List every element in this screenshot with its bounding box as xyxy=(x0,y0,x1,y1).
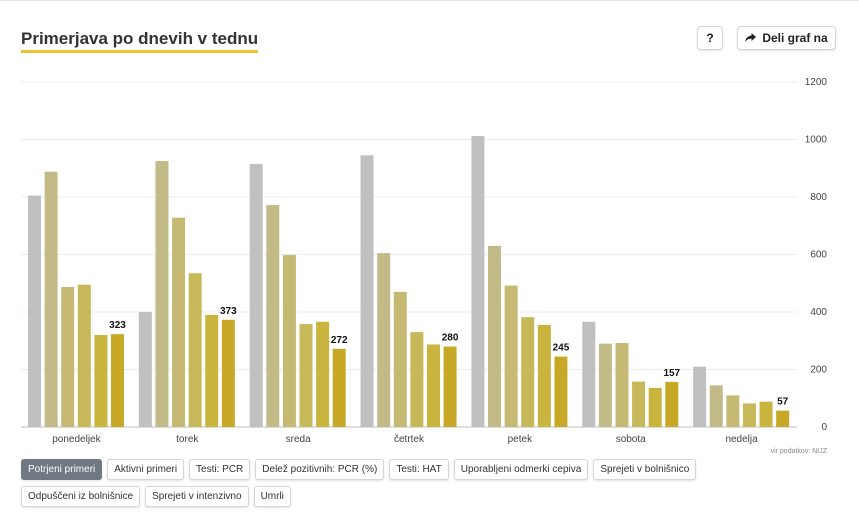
bar xyxy=(537,324,551,427)
category-label: torek xyxy=(176,434,199,445)
chart-x-axis: ponedeljek torek sreda četrtek petek sobota ne… xyxy=(52,434,758,445)
bar xyxy=(77,284,91,427)
y-tick-label: 800 xyxy=(810,192,827,203)
bar xyxy=(776,410,790,427)
tab-3[interactable]: Delež pozitivnih: PCR (%) xyxy=(255,459,385,480)
bar xyxy=(443,346,457,427)
bar xyxy=(759,401,773,427)
data-source-note: vir podatkov: NIJZ xyxy=(770,448,827,455)
tab-8[interactable]: Sprejeti v intenzivno xyxy=(145,486,249,507)
help-button-label: ? xyxy=(706,31,714,45)
chart-bars xyxy=(28,136,790,428)
bar xyxy=(28,195,41,427)
bar xyxy=(138,312,152,427)
bar xyxy=(61,286,75,427)
bar xyxy=(471,136,485,428)
bar xyxy=(221,319,235,427)
bar xyxy=(521,317,535,427)
metric-tabs: Potrjeni primeri Aktivni primeri Testi: PC… xyxy=(21,459,811,507)
bar xyxy=(615,343,629,427)
category-label: sobota xyxy=(616,434,646,445)
bar xyxy=(299,324,313,427)
tab-4[interactable]: Testi: HAT xyxy=(389,459,449,480)
bar xyxy=(598,343,612,427)
y-tick-label: 0 xyxy=(821,422,827,433)
category-label: nedelja xyxy=(725,434,758,445)
value-label: 272 xyxy=(331,335,348,346)
value-label: 245 xyxy=(553,343,570,354)
category-label: petek xyxy=(508,434,533,445)
value-label: 323 xyxy=(109,320,126,331)
bar xyxy=(554,356,568,427)
chart-title: Primerjava po dnevih v tednu xyxy=(21,29,259,53)
bar xyxy=(632,381,646,427)
chart-y-axis: 0 200 400 600 800 1000 1200 xyxy=(805,77,828,433)
bar xyxy=(94,335,108,427)
chart-grid xyxy=(21,81,797,428)
y-tick-label: 200 xyxy=(810,365,827,376)
bar xyxy=(377,253,391,427)
tab-7[interactable]: Odpuščeni iz bolnišnice xyxy=(21,486,141,507)
bar xyxy=(742,403,756,427)
help-button[interactable]: ? xyxy=(697,26,723,50)
category-label: sreda xyxy=(286,434,311,445)
bar xyxy=(393,291,407,427)
y-tick-label: 1200 xyxy=(805,77,828,88)
top-border xyxy=(0,0,859,1)
bar xyxy=(410,332,424,427)
bar xyxy=(266,205,280,427)
category-label: četrtek xyxy=(394,434,425,445)
bar xyxy=(205,314,219,427)
share-button-label: Deli graf na xyxy=(762,31,828,45)
share-arrow-icon xyxy=(745,33,757,43)
bar xyxy=(188,273,202,427)
bar-chart: 323 373 272 280 245 157 57 ponedeljek torek sred… xyxy=(21,77,828,445)
bar xyxy=(172,217,186,427)
bar xyxy=(332,348,346,427)
bar xyxy=(111,334,124,427)
value-label: 157 xyxy=(663,368,680,379)
bar xyxy=(44,171,58,427)
bar xyxy=(726,395,740,427)
value-label: 57 xyxy=(777,397,789,408)
y-tick-label: 600 xyxy=(810,250,827,261)
y-tick-label: 1000 xyxy=(805,135,828,146)
value-label: 280 xyxy=(442,333,459,344)
share-chart-button[interactable]: Deli graf na xyxy=(737,26,836,50)
bar xyxy=(360,155,374,427)
bar xyxy=(504,285,518,427)
chart-value-labels: 323 373 272 280 245 157 57 xyxy=(109,306,788,408)
tab-5[interactable]: Uporabljeni odmerki cepiva xyxy=(453,459,589,480)
bar xyxy=(693,366,707,427)
bar xyxy=(488,245,502,427)
bar xyxy=(709,385,723,427)
bar xyxy=(316,321,330,427)
bar xyxy=(648,387,662,427)
bar xyxy=(249,163,263,427)
tab-1[interactable]: Aktivni primeri xyxy=(107,459,185,480)
tab-2[interactable]: Testi: PCR xyxy=(189,459,251,480)
bar xyxy=(155,161,169,427)
category-label: ponedeljek xyxy=(52,434,101,445)
bar xyxy=(282,255,296,427)
bar xyxy=(665,381,679,427)
bar xyxy=(426,344,440,427)
tab-0[interactable]: Potrjeni primeri xyxy=(21,459,103,480)
y-tick-label: 400 xyxy=(810,307,827,318)
value-label: 373 xyxy=(220,306,237,317)
bar xyxy=(582,321,596,427)
tab-6[interactable]: Sprejeti v bolnišnico xyxy=(593,459,697,480)
tab-9[interactable]: Umrli xyxy=(253,486,291,507)
